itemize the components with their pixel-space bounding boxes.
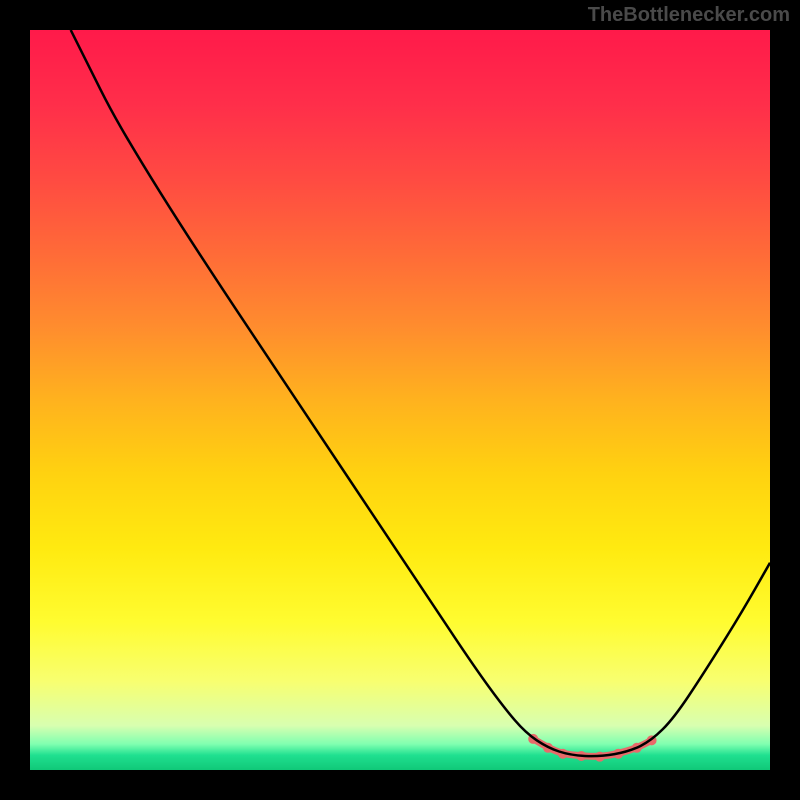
bottleneck-curve bbox=[71, 30, 770, 756]
chart-container: TheBottlenecker.com bbox=[0, 0, 800, 800]
plot-area bbox=[30, 30, 770, 770]
curve-layer bbox=[30, 30, 770, 770]
watermark-text: TheBottlenecker.com bbox=[588, 4, 790, 27]
